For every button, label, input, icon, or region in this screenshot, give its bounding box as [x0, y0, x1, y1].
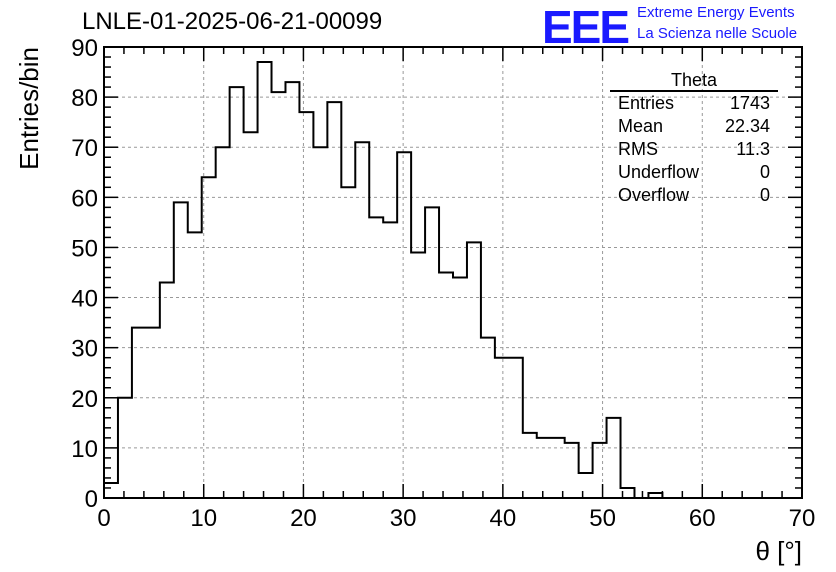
- histogram-bin: [579, 473, 593, 498]
- histogram-bin: [481, 338, 495, 498]
- histogram-bin: [565, 443, 579, 498]
- histogram-bin: [523, 433, 537, 498]
- histogram-bin: [369, 217, 383, 498]
- histogram-bin: [537, 438, 551, 498]
- plot-frame: [103, 46, 803, 499]
- x-tick-label: 50: [589, 505, 616, 532]
- stats-row-overflow: Overflow 0: [610, 184, 778, 207]
- stats-box: Theta Entries 1743 Mean 22.34 RMS 11.3 U…: [610, 70, 778, 207]
- histogram-bin: [397, 152, 411, 498]
- stats-value: 22.34: [724, 116, 770, 136]
- stats-value: 0: [759, 162, 770, 182]
- stats-row-underflow: Underflow 0: [610, 161, 778, 184]
- stats-row-rms: RMS 11.3: [610, 138, 778, 161]
- histogram-bin: [216, 147, 230, 498]
- histogram-bin: [495, 358, 509, 498]
- histogram-bin: [160, 283, 174, 498]
- stats-row-mean: Mean 22.34: [610, 115, 778, 138]
- y-tick-label: 40: [71, 286, 98, 313]
- stats-label: Overflow: [618, 185, 690, 205]
- histogram-bin: [411, 252, 425, 498]
- x-tick-label: 20: [290, 505, 317, 532]
- stats-value: 1743: [729, 93, 770, 113]
- x-tick-label: 30: [390, 505, 417, 532]
- brand-line-2: La Scienza nelle Scuole: [637, 25, 798, 42]
- stats-label: Entries: [618, 93, 675, 113]
- histogram-bin: [355, 142, 369, 498]
- stats-row-entries: Entries 1743: [610, 92, 778, 115]
- histogram-bin: [383, 222, 397, 498]
- y-axis-label: Entries/bin: [14, 47, 44, 170]
- histogram-bin: [551, 438, 565, 498]
- eee-logo: EEE: [542, 1, 630, 53]
- x-tick-label: 70: [789, 505, 816, 532]
- stats-label: RMS: [618, 139, 658, 159]
- x-tick-label: 60: [689, 505, 716, 532]
- stats-value: 11.3: [736, 139, 770, 159]
- stats-title: Theta: [610, 70, 778, 92]
- histogram-bin: [327, 102, 341, 498]
- histogram-bin: [244, 132, 258, 498]
- histogram-bin: [607, 418, 621, 498]
- histogram-bin: [425, 207, 439, 498]
- plot-title: LNLE-01-2025-06-21-00099: [82, 8, 383, 35]
- stats-label: Underflow: [618, 162, 700, 182]
- histogram-bin: [188, 232, 202, 498]
- y-tick-label: 70: [71, 135, 98, 162]
- y-tick-label: 80: [71, 85, 98, 112]
- histogram-bin: [174, 202, 188, 498]
- histogram-bin: [272, 92, 286, 498]
- y-tick-label: 20: [71, 386, 98, 413]
- histogram-bin: [439, 273, 453, 499]
- x-axis-label: θ [°]: [755, 536, 802, 566]
- histogram-series-line: [103, 61, 802, 499]
- y-tick-label: 50: [71, 235, 98, 262]
- y-tick-label: 30: [71, 336, 98, 363]
- histogram-bin: [285, 82, 299, 498]
- histogram-bin: [132, 328, 146, 498]
- histogram-bin: [299, 112, 313, 498]
- x-tick-label: 0: [97, 505, 110, 532]
- histogram-bin: [593, 443, 607, 498]
- y-tick-label: 90: [71, 35, 98, 62]
- stats-label: Mean: [618, 116, 664, 136]
- y-tick-label: 10: [71, 436, 98, 463]
- x-tick-label: 10: [190, 505, 217, 532]
- y-tick-label: 60: [71, 185, 98, 212]
- histogram-bin: [313, 147, 327, 498]
- y-tick-label: 0: [85, 486, 98, 513]
- histogram-bin: [258, 62, 272, 498]
- histogram-bin: [230, 87, 244, 498]
- stats-value: 0: [759, 185, 770, 205]
- histogram-bin: [104, 483, 118, 498]
- histogram-bin: [453, 278, 467, 498]
- histogram-bin: [146, 328, 160, 498]
- brand-line-1: Extreme Energy Events: [637, 4, 795, 21]
- x-tick-label: 40: [490, 505, 517, 532]
- histogram-bin: [509, 358, 523, 498]
- histogram-bin: [467, 242, 481, 498]
- histogram-bin: [341, 187, 355, 498]
